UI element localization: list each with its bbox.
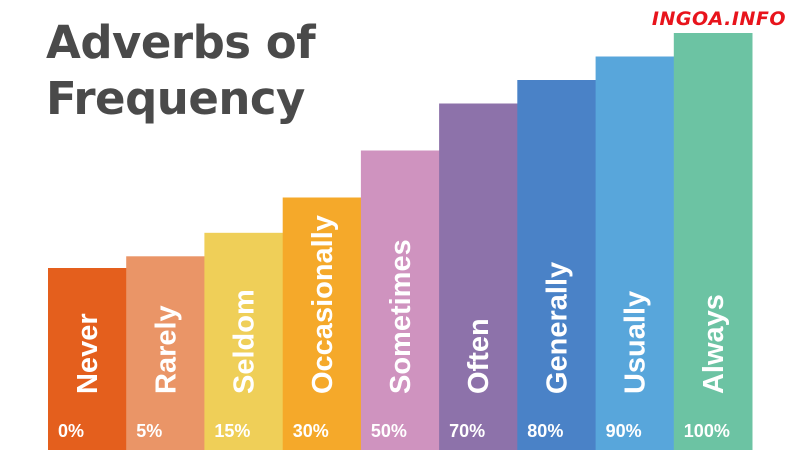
bar-seldom <box>204 232 284 450</box>
value-label-usually: 90% <box>606 421 642 441</box>
category-label-occasionally: Occasionally <box>307 215 339 394</box>
page-title-line-1: Adverbs of <box>46 16 316 69</box>
value-label-never: 0% <box>58 421 84 441</box>
category-label-generally: Generally <box>541 262 573 394</box>
category-label-often: Often <box>463 318 495 394</box>
category-label-always: Always <box>698 294 730 394</box>
bar-generally <box>517 80 596 450</box>
category-label-rarely: Rarely <box>150 305 182 394</box>
category-label-usually: Usually <box>620 291 652 394</box>
watermark-logo: INGOA.INFO <box>651 8 786 30</box>
value-label-seldom: 15% <box>214 421 250 441</box>
value-label-often: 70% <box>449 421 485 441</box>
value-label-rarely: 5% <box>136 421 162 441</box>
value-label-always: 100% <box>684 421 730 441</box>
category-label-sometimes: Sometimes <box>385 239 417 394</box>
value-label-occasionally: 30% <box>293 421 329 441</box>
bar-always <box>673 33 753 450</box>
category-label-never: Never <box>72 313 104 394</box>
value-label-sometimes: 50% <box>371 421 407 441</box>
value-label-generally: 80% <box>527 421 563 441</box>
category-label-seldom: Seldom <box>229 289 261 394</box>
bar-occasionally <box>282 197 362 450</box>
bar-never <box>48 268 127 450</box>
bar-rarely <box>126 256 205 450</box>
bar-usually <box>595 56 675 450</box>
bar-sometimes <box>360 150 440 450</box>
bar-often <box>439 103 518 450</box>
page-title-line-2: Frequency <box>46 72 305 125</box>
